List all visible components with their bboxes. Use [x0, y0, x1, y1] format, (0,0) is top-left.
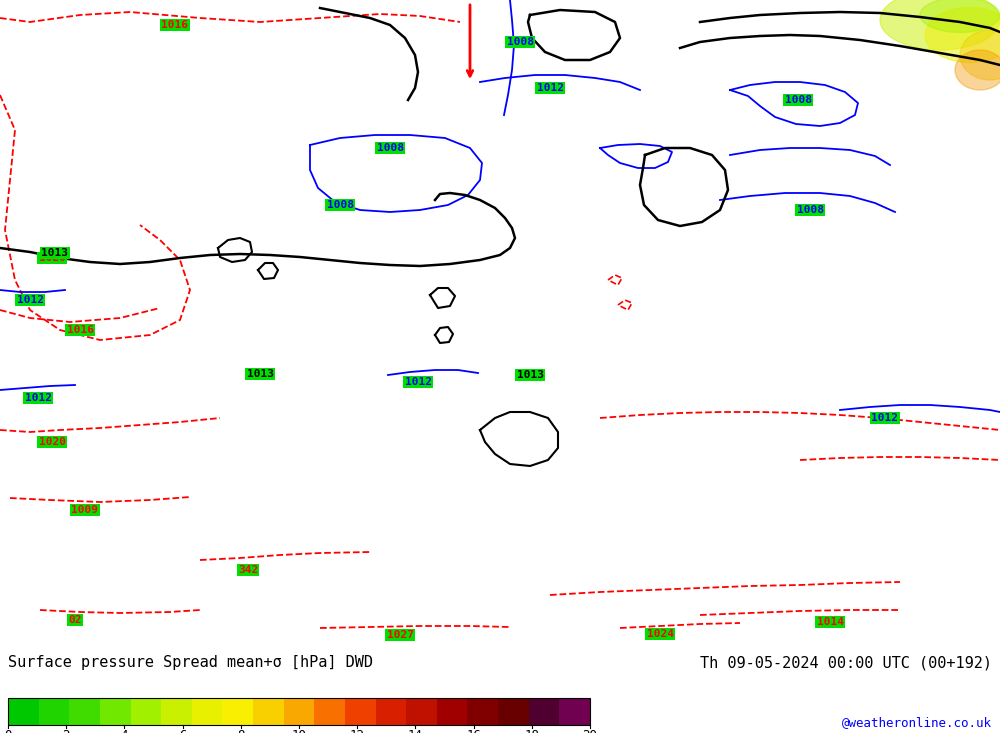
- Bar: [253, 698, 284, 725]
- Text: 1008: 1008: [376, 143, 404, 153]
- Bar: [406, 698, 437, 725]
- Bar: [376, 698, 406, 725]
- Text: 20: 20: [582, 729, 598, 733]
- Text: 02: 02: [68, 615, 82, 625]
- Text: 16: 16: [466, 729, 481, 733]
- Bar: [345, 698, 376, 725]
- Text: 18: 18: [524, 729, 539, 733]
- Bar: [559, 698, 590, 725]
- Text: 1012: 1012: [872, 413, 898, 423]
- Text: 1008: 1008: [784, 95, 812, 105]
- Bar: [529, 698, 559, 725]
- Ellipse shape: [960, 30, 1000, 80]
- Bar: [284, 698, 314, 725]
- Text: 14: 14: [408, 729, 423, 733]
- Text: 4: 4: [121, 729, 128, 733]
- Text: Surface pressure Spread mean+σ [hPa] DWD: Surface pressure Spread mean+σ [hPa] DWD: [8, 655, 373, 670]
- Text: 342: 342: [238, 565, 258, 575]
- Text: 1013: 1013: [516, 370, 544, 380]
- Text: 1013: 1013: [42, 248, 68, 258]
- Bar: [8, 698, 39, 725]
- Ellipse shape: [955, 50, 1000, 90]
- Bar: [69, 698, 100, 725]
- Text: 1020: 1020: [38, 437, 66, 447]
- Text: 1012: 1012: [16, 295, 44, 305]
- Text: 1020: 1020: [38, 253, 66, 263]
- Bar: [314, 698, 345, 725]
- Text: 1012: 1012: [24, 393, 52, 403]
- Text: 0: 0: [4, 729, 12, 733]
- Bar: [192, 698, 222, 725]
- Text: 1009: 1009: [72, 505, 98, 515]
- Bar: [8, 698, 590, 725]
- Bar: [467, 698, 498, 725]
- Text: 1008: 1008: [326, 200, 354, 210]
- Text: 1013: 1013: [246, 369, 274, 379]
- Text: 1012: 1012: [536, 83, 564, 93]
- Text: 12: 12: [350, 729, 365, 733]
- Text: 1008: 1008: [507, 37, 534, 47]
- Text: 1016: 1016: [66, 325, 94, 335]
- Text: 1027: 1027: [386, 630, 414, 640]
- Bar: [100, 698, 131, 725]
- Text: 6: 6: [179, 729, 186, 733]
- Ellipse shape: [920, 0, 1000, 32]
- Text: 1008: 1008: [796, 205, 824, 215]
- Ellipse shape: [880, 0, 1000, 50]
- Bar: [131, 698, 161, 725]
- Text: 8: 8: [237, 729, 245, 733]
- Text: 2: 2: [62, 729, 70, 733]
- Text: @weatheronline.co.uk: @weatheronline.co.uk: [842, 716, 992, 729]
- Text: 1016: 1016: [162, 20, 188, 30]
- Bar: [222, 698, 253, 725]
- Text: Th 09-05-2024 00:00 UTC (00+192): Th 09-05-2024 00:00 UTC (00+192): [700, 655, 992, 670]
- Text: 1024: 1024: [646, 629, 674, 639]
- Bar: [161, 698, 192, 725]
- Bar: [39, 698, 69, 725]
- Bar: [498, 698, 529, 725]
- Bar: [437, 698, 467, 725]
- Text: 1012: 1012: [404, 377, 432, 387]
- Text: 10: 10: [292, 729, 306, 733]
- Ellipse shape: [925, 7, 1000, 62]
- Text: 1014: 1014: [816, 617, 844, 627]
